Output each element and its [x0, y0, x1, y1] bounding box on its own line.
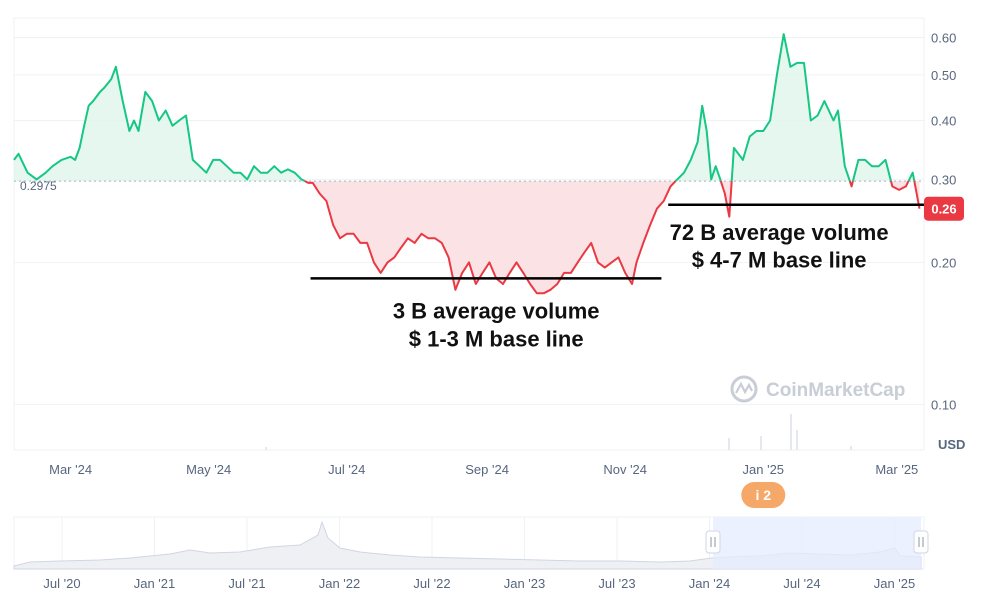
annotation-text: 3 B average volume: [393, 299, 600, 324]
watermark-text: CoinMarketCap: [766, 380, 905, 401]
area-below-baseline: [304, 181, 676, 294]
x-tick-label: Jan '25: [743, 462, 785, 477]
navigator-tick-label: Jan '23: [504, 576, 546, 591]
y-tick-label: 0.60: [931, 31, 956, 46]
coinmarketcap-watermark: CoinMarketCap: [730, 375, 905, 403]
line-segment-up: [851, 158, 892, 182]
y-tick-label: 0.50: [931, 68, 956, 83]
y-tick-label: 0.10: [931, 397, 956, 412]
x-tick-label: Mar '24: [49, 462, 92, 477]
range-navigator[interactable]: Jul '20 Jan '21 Jul '21 Jan '22 Jul '22 Jan '…: [13, 516, 929, 591]
navigator-tick-label: Jul '23: [598, 576, 635, 591]
line-segment-down: [304, 180, 677, 295]
y-tick-label: 0.20: [931, 255, 956, 270]
x-tick-label: Sep '24: [465, 462, 509, 477]
volume-bar: [728, 438, 730, 450]
cmc-logo-icon: [735, 381, 753, 395]
x-tick-label: Nov '24: [603, 462, 647, 477]
current-price-badge: [924, 196, 964, 221]
x-tick-label: Jul '24: [328, 462, 365, 477]
navigator-tick-label: Jul '24: [783, 576, 820, 591]
annotation-text: $ 1-3 M base line: [409, 326, 584, 351]
plot-frame: [13, 17, 925, 451]
annotations: 3 B average volume$ 1-3 M base line 72 B …: [310, 203, 924, 351]
navigator-tick-label: Jul '20: [43, 576, 80, 591]
annotation-text: 72 B average volume: [670, 220, 889, 245]
line-segment-up: [730, 33, 851, 182]
volume-bar: [850, 446, 852, 450]
area-above-baseline: [731, 34, 850, 182]
navigator-axis: Jul '20 Jan '21 Jul '21 Jan '22 Jul '22 Jan '…: [43, 576, 915, 591]
event-badge[interactable]: i 2: [741, 482, 786, 508]
event-badge-text: i 2: [755, 487, 771, 503]
left-handle-box[interactable]: [705, 530, 721, 554]
line-segment-up: [674, 104, 722, 182]
navigator-tick-label: Jan '25: [874, 576, 916, 591]
area-above-baseline: [852, 159, 891, 182]
navigator-tick-label: Jul '21: [228, 576, 265, 591]
annotation-text: $ 4-7 M base line: [692, 247, 867, 272]
current-price-value: 0.26: [931, 202, 956, 217]
volume-bar: [796, 430, 798, 450]
volume-bar: [790, 414, 792, 450]
current-price-tag: 0.26: [924, 196, 964, 221]
volume-bar: [265, 447, 267, 450]
baseline-label: 0.2975: [20, 179, 57, 193]
navigator-tick-label: Jan '22: [319, 576, 361, 591]
navigator-right-handle[interactable]: [913, 530, 929, 554]
currency-label: USD: [938, 437, 965, 452]
line-segment-up: [907, 171, 916, 182]
y-axis: 0.60 0.50 0.40 0.30 0.20 0.10: [931, 31, 956, 413]
x-tick-label: Mar '25: [875, 462, 918, 477]
line-segment-down: [848, 180, 854, 188]
line-segment-down: [890, 180, 910, 191]
line-segment-up: [13, 65, 306, 182]
volume-bar: [760, 436, 762, 450]
x-tick-label: May '24: [186, 462, 231, 477]
event-badge-pill[interactable]: [741, 482, 786, 508]
navigator-tick-label: Jul '22: [413, 576, 450, 591]
price-line: [13, 33, 921, 295]
navigator-tick-label: Jan '24: [689, 576, 731, 591]
volume-bars: [265, 414, 852, 450]
y-tick-label: 0.40: [931, 114, 956, 129]
x-axis: Mar '24 May '24 Jul '24 Sep '24 Nov '24 Jan '…: [49, 462, 918, 477]
y-tick-label: 0.30: [931, 172, 956, 187]
navigator-left-handle[interactable]: [705, 530, 721, 554]
right-handle-box[interactable]: [913, 530, 929, 554]
navigator-tick-label: Jan '21: [134, 576, 176, 591]
navigator-selection[interactable]: [713, 517, 921, 569]
area-above-baseline: [14, 66, 305, 182]
